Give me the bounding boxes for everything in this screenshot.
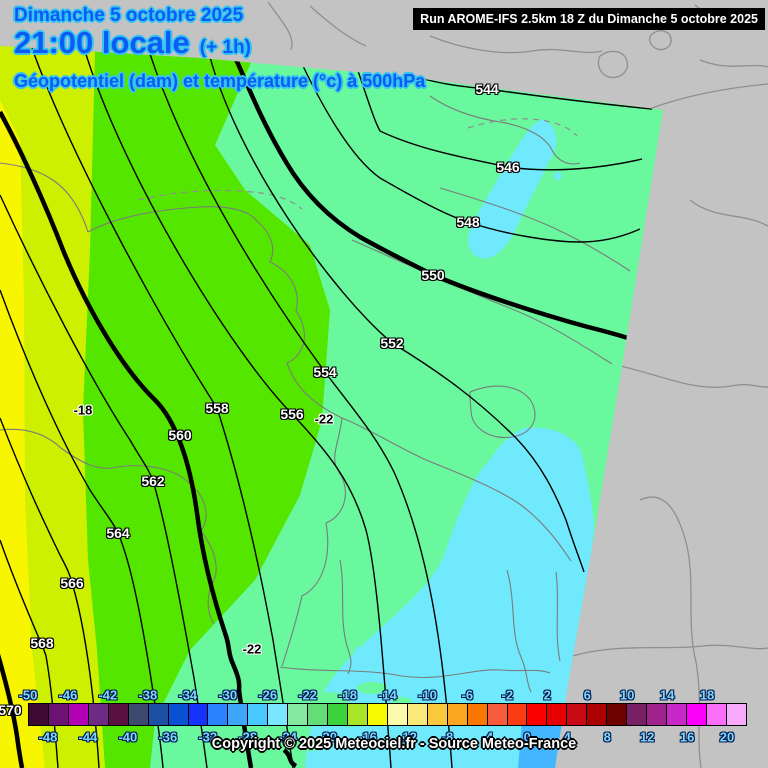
colorbar-cell bbox=[685, 704, 706, 725]
colorbar-cell bbox=[606, 704, 627, 725]
colorbar-cell bbox=[267, 704, 288, 725]
geopotential-contours bbox=[0, 47, 653, 768]
parameter-label: Géopotentiel (dam) et température (°c) à… bbox=[14, 71, 426, 92]
colorbar-cell bbox=[307, 704, 328, 725]
colorbar-cell bbox=[366, 704, 387, 725]
colorbar-cell bbox=[167, 704, 188, 725]
model-domain bbox=[0, 46, 663, 768]
colorbar-cell bbox=[29, 704, 48, 725]
colorbar-cell bbox=[347, 704, 367, 725]
colorbar-cell bbox=[526, 704, 547, 725]
admin-borders bbox=[0, 95, 631, 693]
colorbar-cell bbox=[386, 704, 407, 725]
colorbar-cell bbox=[187, 704, 208, 725]
colorbar-cell bbox=[506, 704, 527, 725]
run-info-box: Run AROME-IFS 2.5km 18 Z du Dimanche 5 o… bbox=[413, 8, 765, 30]
copyright-label: Copyright © 2025 Meteociel.fr - Source M… bbox=[211, 736, 577, 752]
colorbar-cell bbox=[666, 704, 686, 725]
colorbar bbox=[28, 703, 747, 726]
colorbar-cell bbox=[566, 704, 587, 725]
header: Dimanche 5 octobre 2025 21:00 locale (+ 1… bbox=[14, 6, 425, 91]
colorbar-cell bbox=[426, 704, 447, 725]
colorbar-cell bbox=[227, 704, 248, 725]
colorbar-cell bbox=[725, 704, 746, 725]
colorbar-cell bbox=[626, 704, 647, 725]
colorbar-cell bbox=[586, 704, 607, 725]
colorbar-cell bbox=[406, 704, 427, 725]
band-yellow bbox=[0, 100, 45, 768]
time-offset-label: (+ 1h) bbox=[199, 36, 251, 58]
colorbar-cell bbox=[327, 704, 347, 725]
colorbar-cell bbox=[705, 704, 726, 725]
colorbar-cell bbox=[247, 704, 268, 725]
colorbar-cell bbox=[546, 704, 567, 725]
rivers bbox=[137, 118, 578, 210]
colorbar-cell bbox=[87, 704, 108, 725]
colorbar-cell bbox=[207, 704, 228, 725]
colorbar-cell bbox=[107, 704, 128, 725]
colorbar-cell bbox=[47, 704, 68, 725]
colorbar-cell bbox=[127, 704, 148, 725]
colorbar-cell bbox=[446, 704, 467, 725]
date-label: Dimanche 5 octobre 2025 bbox=[14, 5, 244, 26]
colorbar-cell bbox=[646, 704, 666, 725]
colorbar-cell bbox=[287, 704, 308, 725]
colorbar-cell bbox=[486, 704, 507, 725]
colorbar-cell bbox=[147, 704, 168, 725]
colorbar-cell bbox=[67, 704, 88, 725]
colorbar-cell bbox=[466, 704, 487, 725]
thick-contours bbox=[0, 56, 635, 768]
time-label: 21:00 locale (+ 1h) bbox=[14, 24, 251, 60]
